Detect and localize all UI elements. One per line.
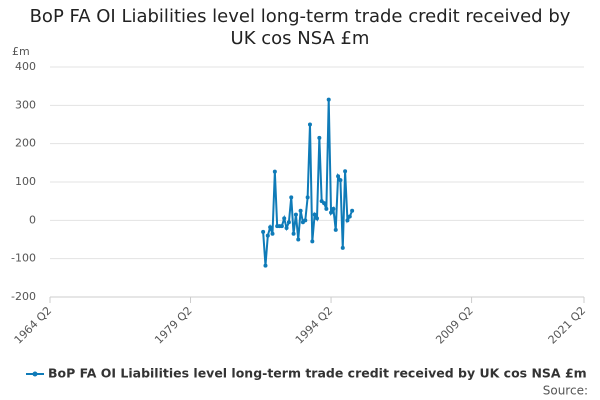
data-point [307, 122, 312, 127]
data-point [284, 226, 289, 230]
data-point [291, 231, 296, 236]
data-point [293, 212, 298, 217]
source: Source: [543, 384, 588, 398]
y-tick-label: 200 [15, 137, 36, 150]
data-point [331, 206, 336, 211]
data-point [263, 263, 268, 268]
data-point [289, 195, 294, 200]
y-tick-label: -100 [11, 252, 36, 265]
chart-title: BoP FA OI Liabilities level long-term tr… [29, 6, 571, 49]
data-point [324, 206, 329, 211]
legend-label: BoP FA OI Liabilities level long-term tr… [48, 366, 587, 381]
data-point [282, 216, 287, 221]
data-point [261, 229, 266, 234]
data-point [315, 216, 319, 221]
x-tick-label: 1979 Q2 [152, 304, 195, 347]
data-point [329, 210, 334, 215]
data-point [272, 169, 277, 174]
data-point [322, 201, 327, 206]
data-point [326, 97, 331, 102]
data-point [270, 231, 275, 236]
data-point [333, 227, 338, 232]
data-point [310, 239, 315, 244]
data-point [340, 245, 345, 250]
data-point [350, 208, 355, 213]
data-point [343, 169, 348, 174]
data-point [345, 218, 350, 223]
data-point [338, 178, 343, 183]
x-tick-label: 1964 Q2 [12, 304, 55, 347]
data-point [303, 218, 308, 223]
y-tick-label: 400 [15, 60, 36, 73]
data-point [265, 233, 270, 238]
y-tick-label: 300 [15, 98, 36, 111]
data-point [305, 195, 310, 200]
y-tick-label: 100 [15, 175, 36, 188]
data-point [298, 208, 303, 213]
data-point [347, 214, 352, 219]
data-point [312, 212, 317, 217]
x-tick-label: 2021 Q2 [546, 304, 589, 347]
y-tick-label: -200 [11, 290, 36, 303]
data-point [296, 237, 301, 242]
data-point [317, 135, 322, 140]
x-tick-label: 2009 Q2 [433, 304, 476, 347]
x-tick-label: 1994 Q2 [293, 304, 336, 347]
data-point [268, 225, 273, 230]
y-tick-label: 0 [29, 213, 36, 226]
legend-marker [32, 371, 38, 377]
data-point [336, 174, 341, 179]
y-axis-label: £m [12, 45, 30, 58]
data-point [279, 224, 284, 229]
series-line [262, 99, 354, 266]
data-point [286, 220, 291, 225]
